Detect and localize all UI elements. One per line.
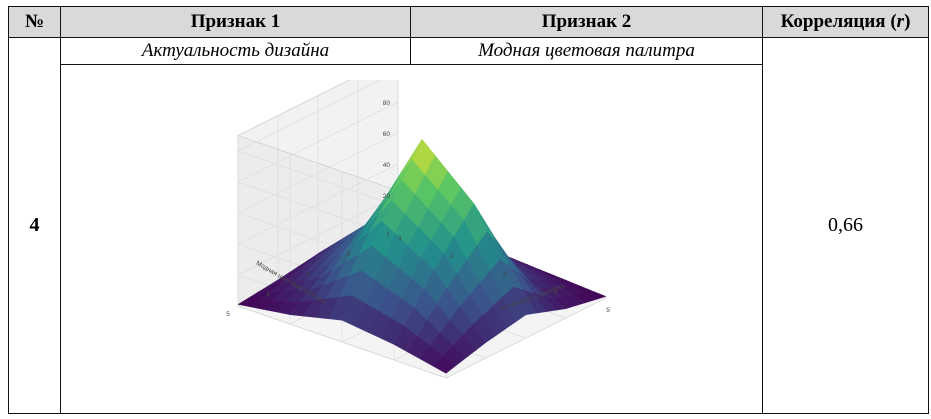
- feature-1-name: Актуальность дизайна: [60, 37, 411, 65]
- header-correlation: Корреляция (r): [762, 6, 929, 38]
- y-tick-label: 5: [226, 311, 230, 318]
- z-tick-label: 60: [382, 131, 390, 138]
- plot-row: 204060801001234512345Актуальность дизайн…: [9, 64, 929, 414]
- x-tick-label: 1: [398, 235, 402, 242]
- z-tick-label: 20: [382, 193, 390, 200]
- y-tick-label: 4: [266, 291, 270, 298]
- grid-line: [237, 305, 446, 379]
- header-feature-2: Признак 2: [410, 6, 763, 38]
- grid-line: [445, 297, 606, 379]
- x-tick-label: 3: [502, 271, 506, 278]
- y-tick-label: 1: [386, 231, 390, 238]
- correlation-value: 0,66: [762, 37, 929, 414]
- feature-2-name: Модная цветовая палитра: [410, 37, 763, 65]
- surface-patch: [432, 355, 456, 374]
- x-tick-label: 5: [606, 307, 610, 314]
- row-number: 4: [8, 37, 61, 414]
- correlation-table: № Признак 1 Признак 2 Корреляция (r) 4 А…: [8, 6, 929, 414]
- x-tick-label: 4: [554, 289, 558, 296]
- x-tick-label: 2: [450, 253, 454, 260]
- header-feature-1: Признак 1: [60, 6, 411, 38]
- grid-line: [236, 80, 446, 224]
- header-number: №: [8, 6, 61, 38]
- y-tick-label: 3: [306, 271, 310, 278]
- surface-plot: 204060801001234512345Актуальность дизайн…: [226, 80, 610, 379]
- feature-names-row: 4 Актуальность дизайна Модная цветовая п…: [8, 37, 929, 414]
- z-tick-label: 40: [382, 162, 390, 169]
- surface-plot-cell: 204060801001234512345Актуальность дизайн…: [60, 64, 763, 414]
- header-row: № Признак 1 Признак 2 Корреляция (r): [8, 6, 929, 38]
- z-tick-label: 80: [382, 100, 390, 107]
- y-tick-label: 2: [346, 251, 350, 258]
